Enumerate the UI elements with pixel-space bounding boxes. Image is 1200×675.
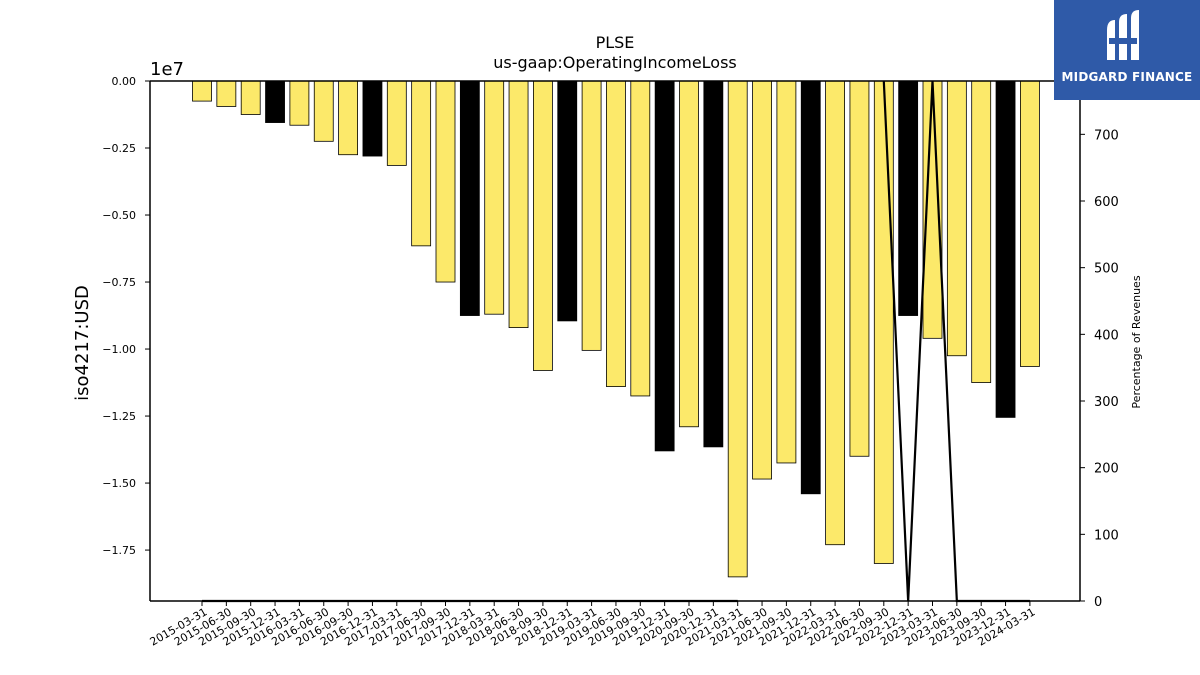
- bar-2023-12-31: [995, 80, 1016, 418]
- bar-2021-03-31: [727, 80, 748, 578]
- y2-axis-label: Percentage of Revenues: [1130, 275, 1143, 408]
- bar-2019-03-31: [581, 80, 602, 351]
- bar-2015-06-30: [216, 80, 237, 107]
- bar-2022-09-30: [873, 80, 894, 564]
- y-tick-label: −0.25: [102, 142, 136, 155]
- bar-2019-12-31: [654, 80, 675, 452]
- bar-2015-09-30: [240, 80, 261, 115]
- y2-tick-label: 100: [1094, 528, 1119, 543]
- bar-2021-09-30: [776, 80, 797, 464]
- brand-logo: MIDGARD FINANCE: [1054, 0, 1200, 100]
- bar-2019-06-30: [606, 80, 626, 387]
- bar-2022-12-31: [898, 80, 919, 316]
- bar-2016-06-30: [313, 80, 334, 142]
- bar-2021-12-31: [800, 80, 821, 495]
- bar-2017-06-30: [411, 80, 432, 247]
- y-tick-label: −1.25: [102, 410, 136, 423]
- y-axis-label: iso4217:USD: [72, 285, 93, 401]
- bar-2017-09-30: [435, 80, 456, 283]
- bar-2019-09-30: [630, 80, 651, 397]
- y-multiplier: 1e7: [150, 59, 184, 80]
- bar-2022-03-31: [825, 80, 845, 546]
- y2-tick-label: 300: [1094, 395, 1119, 410]
- bar-2024-03-31: [1020, 80, 1040, 367]
- bar-2016-09-30: [338, 80, 359, 156]
- bar-2017-12-31: [459, 80, 480, 316]
- bar-2022-06-30: [849, 80, 870, 457]
- bar-2020-09-30: [679, 80, 699, 428]
- bar-2015-12-31: [265, 80, 285, 123]
- brand-name: MIDGARD FINANCE: [1061, 70, 1193, 84]
- y2-tick-label: 500: [1094, 262, 1119, 277]
- y-tick-label: −1.75: [102, 544, 136, 557]
- logo-mark-icon: [1107, 10, 1139, 60]
- y-tick-label: −0.75: [102, 276, 136, 289]
- bar-2023-06-30: [946, 80, 967, 357]
- bar-2018-06-30: [508, 80, 529, 328]
- bar-2016-12-31: [362, 80, 383, 157]
- bar-2020-12-31: [703, 80, 724, 448]
- bar-2018-03-31: [484, 80, 505, 315]
- bar-2018-12-31: [557, 80, 578, 322]
- bar-2015-03-31: [192, 80, 212, 102]
- chart-subtitle: us-gaap:OperatingIncomeLoss: [493, 53, 737, 72]
- y-tick-label: −0.50: [102, 209, 136, 222]
- y2-tick-label: 400: [1094, 328, 1119, 343]
- bar-2021-06-30: [752, 80, 772, 480]
- axes-group: 0.00 −0.25 −0.50 −0.75 −1.00 −1.25 −1.50 −1.75 0…: [102, 75, 1119, 649]
- bar-2017-03-31: [386, 80, 407, 166]
- y-tick-label: −1.00: [102, 343, 136, 356]
- y-tick-label: 0.00: [112, 75, 137, 88]
- bar-2018-09-30: [533, 80, 553, 371]
- y2-tick-label: 700: [1094, 128, 1119, 143]
- y-tick-label: −1.50: [102, 477, 136, 490]
- bar-2023-09-30: [971, 80, 992, 383]
- y2-tick-label: 200: [1094, 462, 1119, 477]
- chart-title: PLSE: [596, 33, 635, 52]
- y2-tick-label: 600: [1094, 195, 1119, 210]
- y2-tick-label: 0: [1094, 595, 1102, 610]
- bar-2016-03-31: [289, 80, 310, 126]
